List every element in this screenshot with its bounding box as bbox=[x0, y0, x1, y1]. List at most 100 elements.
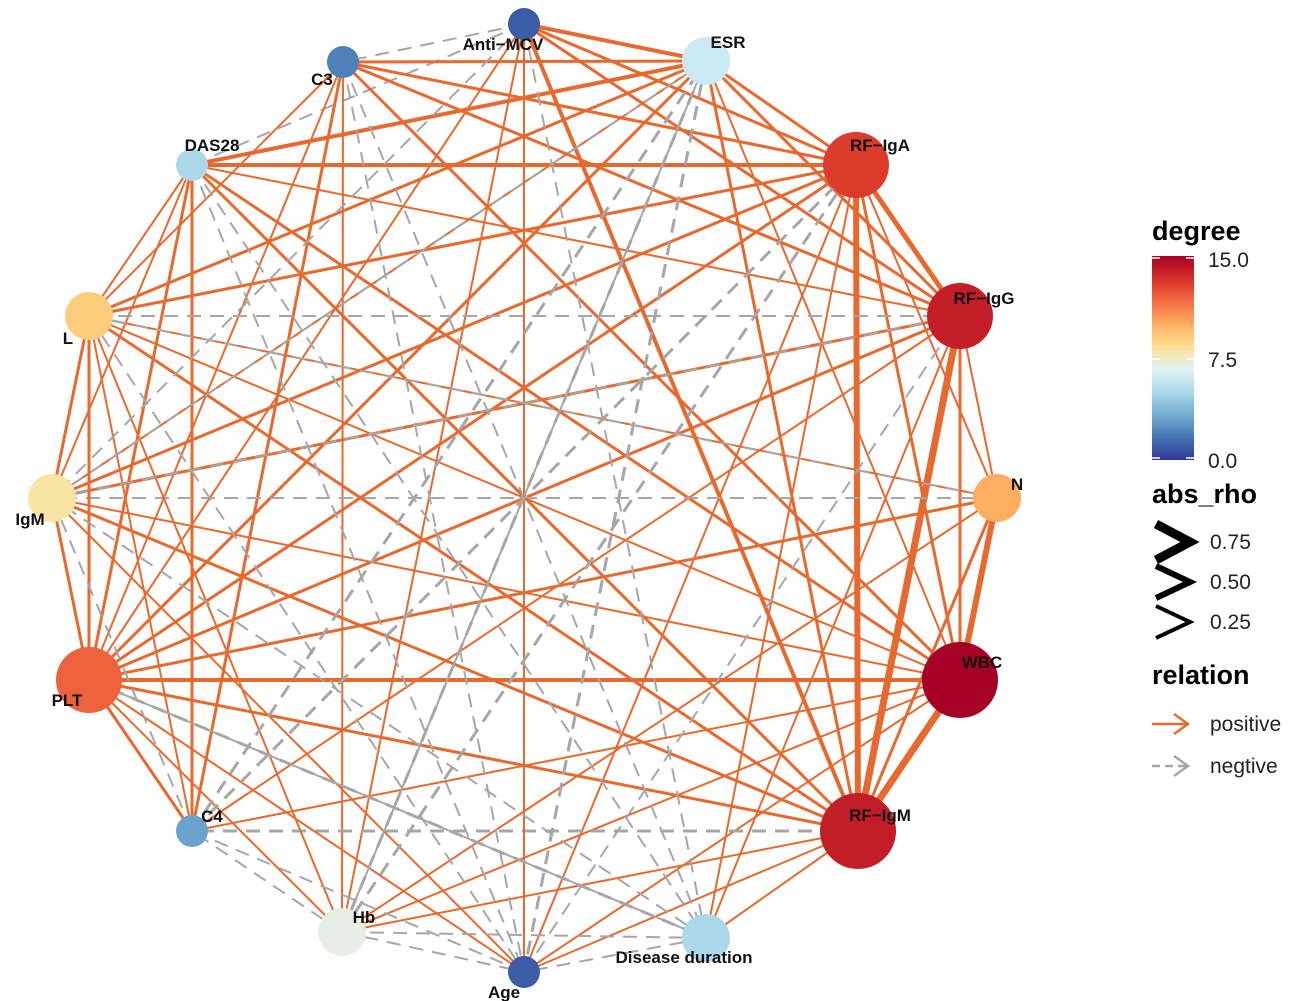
rho-legend-arrow-large bbox=[1153, 520, 1200, 564]
relation-positive-label: positive bbox=[1210, 713, 1281, 736]
positive-edge bbox=[523, 22, 707, 63]
rho-legend-title: abs_rho bbox=[1152, 479, 1257, 509]
node-anti-mcv bbox=[508, 8, 540, 40]
positive-edge bbox=[191, 163, 961, 682]
node-label: C4 bbox=[201, 807, 223, 826]
node-layer bbox=[28, 8, 1021, 988]
negative-edge bbox=[342, 23, 525, 63]
node-n bbox=[973, 474, 1021, 522]
negative-edge bbox=[190, 60, 708, 832]
node-rf-igg bbox=[927, 283, 993, 349]
node-label: DAS28 bbox=[185, 136, 240, 155]
node-label: PLT bbox=[52, 691, 83, 710]
positive-edge bbox=[523, 164, 857, 973]
negative-edge bbox=[340, 164, 858, 933]
node-disease-duration bbox=[682, 914, 730, 962]
node-igm bbox=[28, 474, 76, 522]
node-label: Age bbox=[488, 983, 520, 1001]
node-label: RF−IgM bbox=[849, 806, 911, 825]
positive-edge bbox=[191, 679, 961, 832]
positive-edge bbox=[523, 679, 961, 973]
positive-edge bbox=[88, 164, 193, 317]
positive-edge bbox=[50, 315, 91, 499]
positive-edge bbox=[88, 163, 857, 318]
positive-edge bbox=[51, 164, 193, 499]
negative-edge bbox=[191, 23, 525, 166]
positive-edge bbox=[87, 164, 194, 681]
node-label: C3 bbox=[311, 70, 333, 89]
negative-edge bbox=[51, 497, 193, 832]
node-rf-iga bbox=[823, 132, 889, 198]
node-label: WBC bbox=[962, 653, 1003, 672]
node-label: N bbox=[1011, 475, 1023, 494]
node-c3 bbox=[327, 46, 359, 78]
node-label: IgM bbox=[15, 510, 44, 529]
negative-edge bbox=[51, 60, 707, 499]
negative-edge bbox=[342, 61, 525, 973]
positive-edge bbox=[705, 164, 857, 939]
rho-tick-high: 0.75 bbox=[1210, 531, 1251, 554]
rho-legend-arrow-medium bbox=[1154, 563, 1198, 601]
node-label: L bbox=[63, 329, 73, 348]
positive-edge bbox=[191, 59, 707, 167]
negative-edge bbox=[191, 830, 343, 933]
node-age bbox=[508, 956, 540, 988]
positive-edge bbox=[51, 163, 857, 500]
positive-edge bbox=[342, 60, 857, 167]
degree-colorbar bbox=[1152, 256, 1194, 460]
negative-edge bbox=[51, 315, 961, 499]
node-label: Disease duration bbox=[616, 948, 753, 967]
negative-edge bbox=[51, 497, 707, 939]
positive-edge bbox=[88, 314, 859, 833]
node-label: Anti−MCV bbox=[463, 35, 544, 54]
node-label: RF−IgG bbox=[954, 289, 1015, 308]
node-rf-igm bbox=[820, 793, 896, 869]
negative-edge bbox=[523, 937, 707, 973]
negative-edge bbox=[191, 830, 525, 973]
positive-edge bbox=[88, 679, 525, 973]
node-label: Hb bbox=[353, 908, 376, 927]
negative-edge bbox=[51, 23, 525, 499]
node-hb bbox=[318, 908, 366, 956]
positive-edge bbox=[854, 315, 964, 832]
negative-edge bbox=[522, 60, 708, 973]
node-label: RF−IgA bbox=[850, 136, 910, 155]
positive-edge bbox=[88, 496, 998, 682]
node-das28 bbox=[176, 149, 208, 181]
degree-legend-title: degree bbox=[1152, 216, 1241, 246]
negative-edge bbox=[88, 678, 707, 940]
negative-legend-arrow bbox=[1173, 754, 1191, 778]
positive-edge bbox=[341, 23, 525, 933]
negative-edge bbox=[191, 164, 707, 939]
relation-negative-label: negtive bbox=[1210, 755, 1278, 778]
node-plt bbox=[56, 647, 122, 713]
positive-edge bbox=[51, 497, 961, 681]
rho-tick-low: 0.25 bbox=[1210, 611, 1251, 634]
positive-edge bbox=[854, 164, 962, 681]
negative-edge bbox=[523, 23, 707, 939]
positive-edge bbox=[191, 315, 961, 832]
positive-edge bbox=[523, 22, 857, 167]
positive-edge bbox=[88, 59, 707, 318]
negative-edge bbox=[341, 60, 707, 933]
degree-tick-mid: 7.5 bbox=[1208, 349, 1237, 372]
rho-legend-arrow-small bbox=[1155, 604, 1195, 640]
edge-layer bbox=[50, 22, 1000, 973]
positive-edge bbox=[88, 315, 193, 832]
negative-edge bbox=[341, 931, 707, 939]
positive-edge bbox=[88, 678, 859, 833]
label-layer: Anti−MCV ESR RF−IgA RF−IgG N WBC RF−IgM Disease… bbox=[15, 33, 1023, 1001]
degree-tick-min: 0.0 bbox=[1208, 450, 1237, 473]
positive-edge bbox=[87, 59, 708, 682]
positive-edge bbox=[341, 830, 859, 933]
negative-edge bbox=[342, 61, 707, 939]
negative-edge bbox=[341, 931, 525, 973]
negative-edge bbox=[88, 315, 525, 973]
degree-tick-max: 15.0 bbox=[1208, 249, 1249, 272]
positive-edge bbox=[523, 22, 961, 318]
negative-edge bbox=[88, 315, 998, 499]
node-wbc bbox=[922, 642, 998, 718]
positive-legend-arrow bbox=[1173, 712, 1191, 736]
node-esr bbox=[682, 37, 730, 85]
